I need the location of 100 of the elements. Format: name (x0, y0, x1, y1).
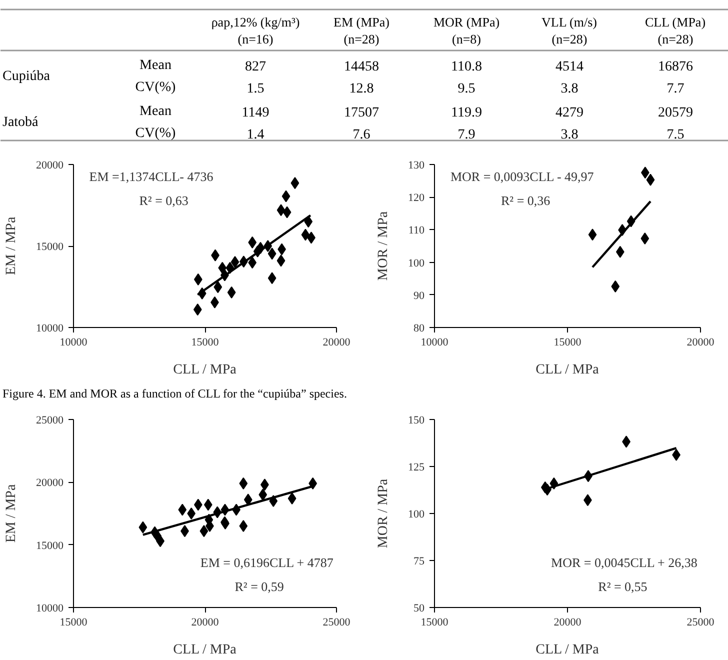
point (588, 228, 597, 241)
annotation: MOR = 0,0093CLL - 49,97 (450, 169, 594, 184)
text: 20579 (658, 106, 693, 120)
category-label: Jatobá (2, 115, 38, 130)
point (268, 272, 276, 284)
y-tick-label: 10000 (36, 322, 64, 334)
point (230, 256, 240, 268)
y-tick-label: 15000 (36, 241, 64, 253)
category-label: MOR (MPa) (n=8) (433, 14, 500, 46)
point (178, 504, 187, 516)
point (640, 232, 650, 244)
x-tick-label: 25000 (686, 616, 715, 628)
y-tick-label: 50 (414, 602, 425, 614)
category-label: Cupiúba (2, 69, 50, 84)
annotation: MOR = 0,0045CLL + 26,38 (551, 554, 698, 570)
y-tick-label: 130 (408, 160, 425, 172)
x-axis-title: CLL / MPa (536, 642, 600, 658)
point (268, 248, 276, 260)
y-tick-label: 150 (408, 414, 425, 426)
x-tick-label: 15000 (191, 336, 220, 348)
annotation: R² = 0,55 (598, 578, 648, 594)
text: 4279 (556, 106, 584, 120)
point (194, 273, 202, 286)
annotation: EM = 0,6196CLL + 4787 (200, 554, 334, 570)
x-tick-label: 15000 (60, 616, 88, 628)
point (290, 177, 300, 190)
point (288, 492, 296, 504)
x-tick-label: 25000 (322, 616, 351, 628)
point (194, 498, 202, 511)
point (611, 280, 620, 292)
x-axis-title: CLL / MPa (536, 362, 600, 378)
point (239, 477, 248, 490)
x-tick-label: 20000 (554, 616, 582, 628)
text: 7.7 (666, 82, 684, 96)
text: 12.8 (349, 82, 374, 96)
category-label: ρap,12% (kg/m³) (n=16) (211, 14, 300, 46)
text: 7.6 (352, 128, 370, 142)
y-tick-label: 125 (408, 462, 425, 474)
text: 3.8 (560, 82, 578, 96)
y-tick-label: 75 (414, 556, 425, 568)
y-tick-label: 100 (408, 508, 425, 520)
y-axis-title: EM / MPa (4, 216, 19, 276)
point (276, 254, 286, 267)
category-label: Mean (140, 104, 172, 119)
y-tick-label: 80 (414, 322, 425, 334)
y-tick-label: 10000 (36, 602, 64, 614)
x-tick-label: 15000 (554, 336, 582, 348)
category-label: CV(%) (135, 126, 176, 141)
y-axis-title: EM / MPa (4, 484, 19, 543)
x-tick-label: 20000 (191, 616, 220, 628)
text: 7.5 (666, 128, 684, 142)
text: 4514 (556, 60, 584, 74)
text: 3.8 (560, 128, 578, 142)
text: 9.5 (458, 82, 476, 96)
y-tick-label: 110 (408, 224, 425, 237)
caption: Figure 4. EM and MOR as a function of CLL for the “cupiúba” species. (2, 386, 347, 400)
point (248, 236, 257, 248)
point (239, 520, 248, 532)
point (248, 256, 257, 269)
x-tick-label: 10000 (60, 336, 88, 348)
category-label: CLL (MPa) (n=28) (644, 14, 706, 46)
text: 119.9 (451, 106, 482, 120)
point (193, 304, 202, 316)
point (258, 488, 268, 501)
annotation: R² = 0,59 (234, 578, 284, 594)
annotation: R² = 0,36 (501, 193, 551, 208)
point (214, 281, 222, 294)
text: 17507 (344, 106, 379, 120)
text: 1149 (242, 106, 270, 120)
text: 110.8 (451, 60, 482, 74)
text: 7.9 (458, 128, 476, 142)
y-tick-label: 100 (408, 257, 425, 270)
y-tick-label: 20000 (36, 477, 64, 490)
text: 16876 (658, 60, 693, 74)
point (138, 521, 148, 534)
annotation: EM =1,1374CLL- 4736 (89, 169, 214, 184)
point (187, 508, 196, 520)
category-label: VLL (m/s) (n=28) (542, 14, 598, 46)
y-tick-label: 15000 (36, 540, 64, 552)
y-tick-label: 90 (414, 290, 425, 302)
point (200, 525, 208, 538)
y-tick-label: 25000 (36, 414, 64, 426)
text: 1.5 (246, 82, 264, 96)
x-axis-title: CLL / MPa (173, 642, 238, 658)
point (276, 204, 286, 216)
y-tick-label: 120 (408, 192, 425, 204)
point (204, 498, 212, 511)
text: 14458 (344, 60, 379, 74)
category-label: Mean (140, 58, 172, 73)
y-axis-title: MOR / MPa (376, 210, 391, 281)
text: 827 (245, 60, 266, 74)
category-label: CV(%) (135, 80, 176, 95)
x-tick-label: 20000 (686, 336, 715, 348)
y-tick-label: 20000 (36, 160, 64, 172)
point (227, 286, 236, 298)
annotation: R² = 0,63 (139, 193, 188, 208)
point (301, 228, 310, 241)
text: 1.4 (246, 128, 264, 142)
point (282, 190, 290, 202)
category-label: EM (MPa) (n=28) (334, 14, 390, 46)
